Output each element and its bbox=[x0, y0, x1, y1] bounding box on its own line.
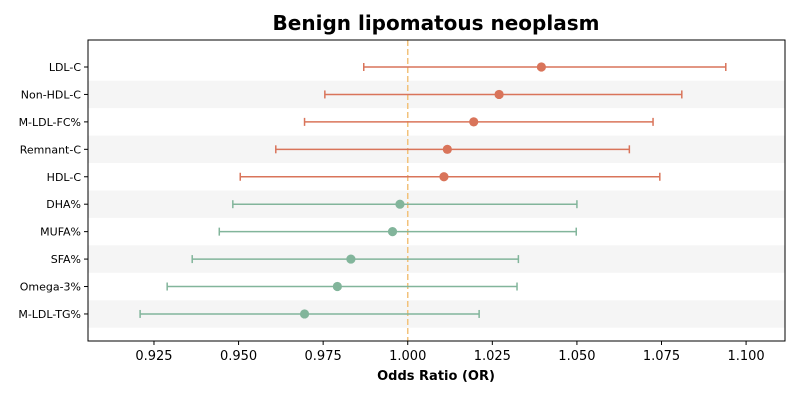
or-point bbox=[395, 199, 405, 209]
forest-row bbox=[239, 172, 661, 182]
x-tick-label: 0.975 bbox=[305, 349, 342, 364]
or-point bbox=[469, 117, 479, 127]
y-tick-label: Non-HDL-C bbox=[21, 88, 82, 101]
or-point bbox=[387, 227, 398, 237]
y-tick-label: M-LDL-TG% bbox=[18, 308, 81, 321]
forest-row bbox=[232, 199, 578, 209]
forest-row bbox=[139, 309, 480, 319]
forest-row bbox=[275, 144, 631, 154]
chart-title: Benign lipomatous neoplasm bbox=[273, 11, 600, 35]
x-tick-label: 1.025 bbox=[474, 349, 511, 364]
forest-row bbox=[191, 254, 520, 264]
y-tick-label: LDL-C bbox=[49, 61, 82, 74]
or-point bbox=[346, 254, 356, 264]
forest-row bbox=[218, 227, 577, 237]
y-tick-label: DHA% bbox=[46, 198, 81, 211]
x-tick-label: 1.100 bbox=[727, 349, 764, 364]
or-point bbox=[536, 62, 546, 72]
series-group bbox=[139, 62, 727, 319]
or-point bbox=[439, 172, 449, 182]
y-tick-label: Remnant-C bbox=[20, 143, 82, 156]
y-tick-label: M-LDL-FC% bbox=[19, 116, 81, 129]
y-tick-label: MUFA% bbox=[40, 226, 81, 239]
x-tick-label: 0.925 bbox=[135, 349, 172, 364]
y-axis: LDL-C Non-HDL-C M-LDL-FC% Remnant-C HDL-C DHA… bbox=[18, 61, 88, 321]
x-tick-label: 0.950 bbox=[220, 349, 257, 364]
x-tick-label: 1.050 bbox=[558, 349, 595, 364]
x-tick-label: 1.075 bbox=[643, 349, 680, 364]
forest-row bbox=[363, 62, 727, 72]
x-axis-label: Odds Ratio (OR) bbox=[377, 369, 495, 384]
forest-row bbox=[324, 89, 683, 100]
plot-frame bbox=[87, 39, 786, 342]
y-tick-label: Omega-3% bbox=[20, 281, 81, 294]
or-point bbox=[299, 309, 310, 319]
y-tick-label: SFA% bbox=[51, 253, 81, 266]
y-tick-label: HDL-C bbox=[47, 171, 82, 184]
or-point bbox=[442, 144, 452, 154]
or-point bbox=[332, 281, 342, 292]
forest-row bbox=[303, 117, 654, 127]
x-tick-label: 1.000 bbox=[389, 349, 426, 364]
x-axis: 0.925 0.950 0.975 1.000 1.025 1.050 1.075 1.100 bbox=[135, 341, 765, 364]
forest-row bbox=[166, 281, 518, 292]
or-point bbox=[494, 89, 504, 100]
